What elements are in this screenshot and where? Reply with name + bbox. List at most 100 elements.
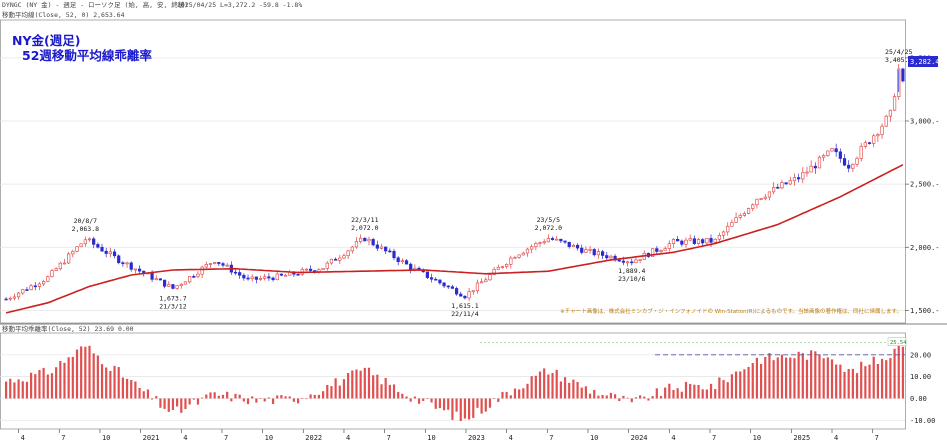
candle-body [213,262,217,264]
candle-body [167,284,171,287]
price-tag [908,56,938,67]
dev-tick-label: -10.00 [910,417,935,425]
deviation-bar [17,379,20,399]
candle-body [409,263,413,270]
deviation-bar [413,396,416,399]
candle-body [46,276,50,282]
deviation-bar [380,384,383,399]
candle-body [525,248,530,254]
deviation-bar [105,367,108,399]
candle-body [513,257,517,259]
candle-body [626,261,630,264]
deviation-bar [188,398,191,405]
copyright-note: ※チャート画像は、株式会社ミンカブ・ジ・インフォノイドの Win-Station… [560,307,902,315]
candle-body [379,246,384,249]
deviation-bar [138,387,141,399]
candle-body [25,289,29,291]
candle-body [630,261,634,264]
candle-body [617,259,621,262]
candle-body [54,268,58,271]
deviation-bar [818,354,821,399]
deviation-bar [538,371,542,399]
deviation-bar [730,374,733,399]
deviation-bar [134,381,137,399]
deviation-bar [217,395,220,399]
deviation-bar [430,398,433,403]
candle-body [117,255,121,264]
deviation-bar [88,345,91,399]
candle-body [371,239,375,246]
deviation-bar [839,364,842,399]
deviation-bar [726,382,729,399]
deviation-bar [826,357,829,399]
deviation-bar [609,392,613,399]
candle-body [838,151,842,159]
deviation-bar [13,382,16,399]
deviation-bar [55,367,58,399]
deviation-bar [251,396,254,399]
candle-body [304,268,309,271]
x-tick-label: 4 [509,434,513,442]
deviation-bar [805,359,809,399]
x-tick-label: 2025 [793,434,810,442]
deviation-bar [897,342,900,399]
deviation-bar [672,389,675,399]
deviation-bar [530,376,533,399]
deviation-bar [597,395,600,399]
candle-body [492,269,496,275]
deviation-bar [296,398,300,404]
candle-body [609,255,613,259]
candle-body [563,240,567,243]
candle-body [442,282,446,287]
candle-body [500,266,505,268]
deviation-bar [196,398,200,405]
candle-body [258,278,263,280]
deviation-bar [659,396,663,399]
deviation-bar [301,398,304,399]
deviation-bar [142,391,145,399]
candle-body [83,239,87,245]
candle-body [175,285,179,289]
deviation-bar [764,356,767,399]
candle-body [813,165,817,169]
candle-body [446,285,450,288]
candle-body [183,281,188,285]
candle-body [104,250,108,254]
candle-body [759,198,763,200]
candle-body [901,68,905,82]
deviation-bar [455,398,458,412]
price-tick-label: 1,500.- [910,307,940,315]
deviation-bar [434,398,437,409]
deviation-bar [568,382,571,399]
x-tick-label: 7 [712,434,716,442]
candle-body [463,295,467,299]
candle-body [242,274,246,279]
deviation-bar [25,381,29,399]
deviation-bar [21,381,24,399]
candle-body [784,182,788,185]
deviation-bar [676,388,679,399]
candle-body [283,274,288,277]
candle-body [538,242,542,244]
annotation-value: 2,072.0 [535,224,562,232]
deviation-bar [397,391,400,399]
candle-body [655,248,659,252]
candle-body [767,191,772,198]
deviation-bar [309,394,312,399]
candle-body [204,264,208,268]
candle-body [454,288,459,295]
ma-label: 移動平均線(Close, 52, 0) 2,653.64 [2,10,125,19]
candle-body [484,279,488,283]
candle-body [367,239,371,242]
candle-body [684,239,688,245]
deviation-bar [476,398,479,408]
annotation-date: 22/11/4 [451,310,478,318]
candle-body [517,254,521,258]
candle-body [162,279,167,287]
deviation-bar [551,373,554,399]
candle-body [676,239,680,242]
deviation-bar [442,398,446,411]
candle-body [459,293,463,297]
deviation-bar [334,378,337,399]
candle-body [692,238,696,244]
